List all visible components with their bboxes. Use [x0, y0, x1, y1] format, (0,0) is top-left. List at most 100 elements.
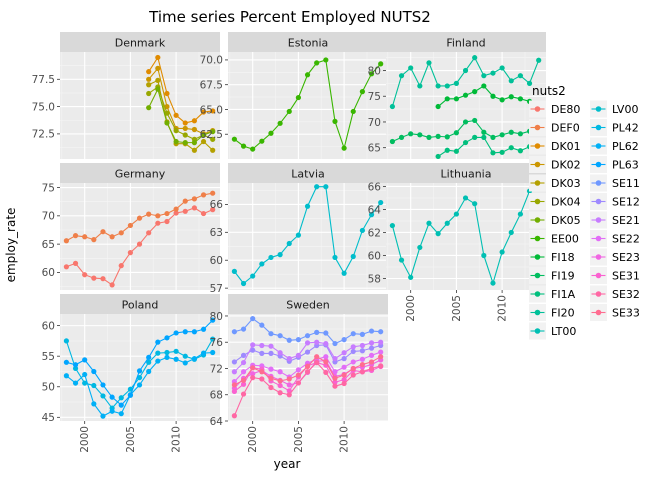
data-point-fi1a: [462, 139, 469, 146]
data-point-se22: [277, 369, 283, 375]
data-point-def0: [173, 206, 179, 212]
data-point-pl42: [173, 348, 179, 354]
data-point-fi18: [444, 96, 450, 102]
data-point-fi20: [517, 73, 524, 79]
data-point-se22: [295, 367, 301, 373]
legend-key-point: [534, 328, 541, 334]
legend-item-dk05: DK05: [529, 211, 581, 229]
data-point-dk02: [191, 126, 197, 133]
data-point-se21: [295, 352, 301, 358]
legend-label: SE11: [612, 177, 640, 190]
data-point-fi19: [453, 130, 459, 136]
data-point-pl63: [91, 368, 97, 375]
data-point-dk05: [210, 129, 216, 135]
x-tick-label: 2005: [293, 426, 305, 453]
panel-strip: [386, 32, 546, 52]
panel-finland: Finland 65 70 75 80: [368, 32, 546, 160]
data-point-pl62: [173, 356, 179, 362]
data-point-dk01: [155, 54, 161, 61]
data-point-pl63: [182, 329, 188, 335]
legend-item-fi18: FI18: [529, 248, 575, 266]
data-point-de80: [182, 208, 188, 214]
y-tick-label: 45: [42, 412, 55, 424]
x-tick-label: 2000: [79, 426, 91, 453]
data-point-pl62: [72, 380, 79, 386]
legend-key-point: [534, 198, 541, 205]
data-point-se33: [231, 382, 237, 388]
data-point-fi20: [417, 83, 423, 89]
y-tick-label: 72.5: [32, 129, 55, 141]
data-point-def0: [118, 230, 124, 236]
legend-item-dk02: DK02: [529, 156, 581, 173]
y-tick-label: 75: [368, 91, 381, 103]
data-point-pl63: [191, 329, 197, 335]
data-point-pl63: [72, 362, 79, 368]
data-point-lv00: [250, 273, 256, 279]
data-point-se21: [240, 359, 247, 366]
data-point-ee00: [231, 136, 237, 142]
legend-key-point: [595, 180, 602, 186]
legend-label: DK05: [551, 214, 581, 227]
data-point-def0: [82, 234, 88, 240]
data-point-pl62: [63, 373, 69, 379]
data-point-lt00: [389, 222, 395, 229]
y-tick-label: 66: [210, 199, 224, 211]
data-point-fi20: [389, 103, 395, 110]
data-point-pl42: [63, 338, 69, 344]
data-point-pl63: [200, 326, 207, 332]
data-point-lt00: [472, 201, 478, 207]
y-tick-label: 57: [210, 283, 223, 295]
data-point-dk04: [164, 110, 170, 116]
legend-label: SE22: [612, 233, 640, 246]
data-point-dk05: [146, 105, 152, 111]
data-point-fi19: [517, 131, 524, 137]
data-point-se11: [295, 337, 301, 343]
data-point-se32: [378, 363, 384, 369]
data-point-pl62: [118, 411, 124, 417]
y-tick-label: 65.0: [200, 104, 223, 116]
data-point-se32: [350, 372, 356, 378]
data-point-se33: [368, 359, 375, 365]
legend-label: DK02: [551, 159, 581, 172]
data-point-pl62: [82, 371, 88, 378]
data-point-lt00: [508, 229, 514, 236]
data-point-pl42: [72, 365, 79, 372]
data-point-de80: [91, 275, 97, 281]
legend-key-point: [534, 106, 541, 112]
data-point-se33: [259, 369, 265, 375]
data-point-se23: [286, 382, 292, 388]
legend-key-point: [534, 291, 541, 297]
data-point-lv00: [332, 254, 338, 261]
panel-background: [228, 52, 388, 159]
data-point-pl62: [109, 408, 115, 414]
panel-denmark: Denmark 72.5 75.0 77.5: [32, 32, 220, 159]
data-point-pl42: [155, 350, 161, 356]
data-point-def0: [136, 215, 143, 221]
data-point-se22: [350, 359, 356, 365]
data-point-se33: [323, 359, 329, 365]
panel-strip: [60, 32, 220, 52]
data-point-pl62: [91, 401, 97, 407]
data-point-fi20: [462, 67, 469, 74]
y-tick-label: 60: [368, 250, 381, 262]
data-point-lt00: [417, 244, 423, 251]
data-point-lv00: [231, 268, 237, 274]
panel-strip: [386, 163, 546, 183]
data-point-se21: [286, 356, 292, 362]
data-point-fi1a: [490, 150, 496, 156]
data-point-pl63: [164, 335, 170, 341]
data-point-lt00: [462, 195, 469, 201]
data-point-pl62: [164, 354, 170, 361]
data-point-dk02: [155, 65, 161, 71]
data-point-fi19: [417, 132, 423, 138]
data-point-se32: [304, 369, 311, 375]
data-point-lv00: [359, 227, 365, 234]
data-point-se32: [341, 380, 347, 387]
data-point-fi19: [389, 138, 395, 145]
data-point-lv00: [368, 212, 375, 218]
data-point-lv00: [341, 270, 347, 276]
data-point-pl62: [100, 413, 106, 419]
data-point-ee00: [250, 146, 256, 152]
data-point-de80: [100, 276, 106, 282]
data-point-se31: [231, 388, 237, 395]
